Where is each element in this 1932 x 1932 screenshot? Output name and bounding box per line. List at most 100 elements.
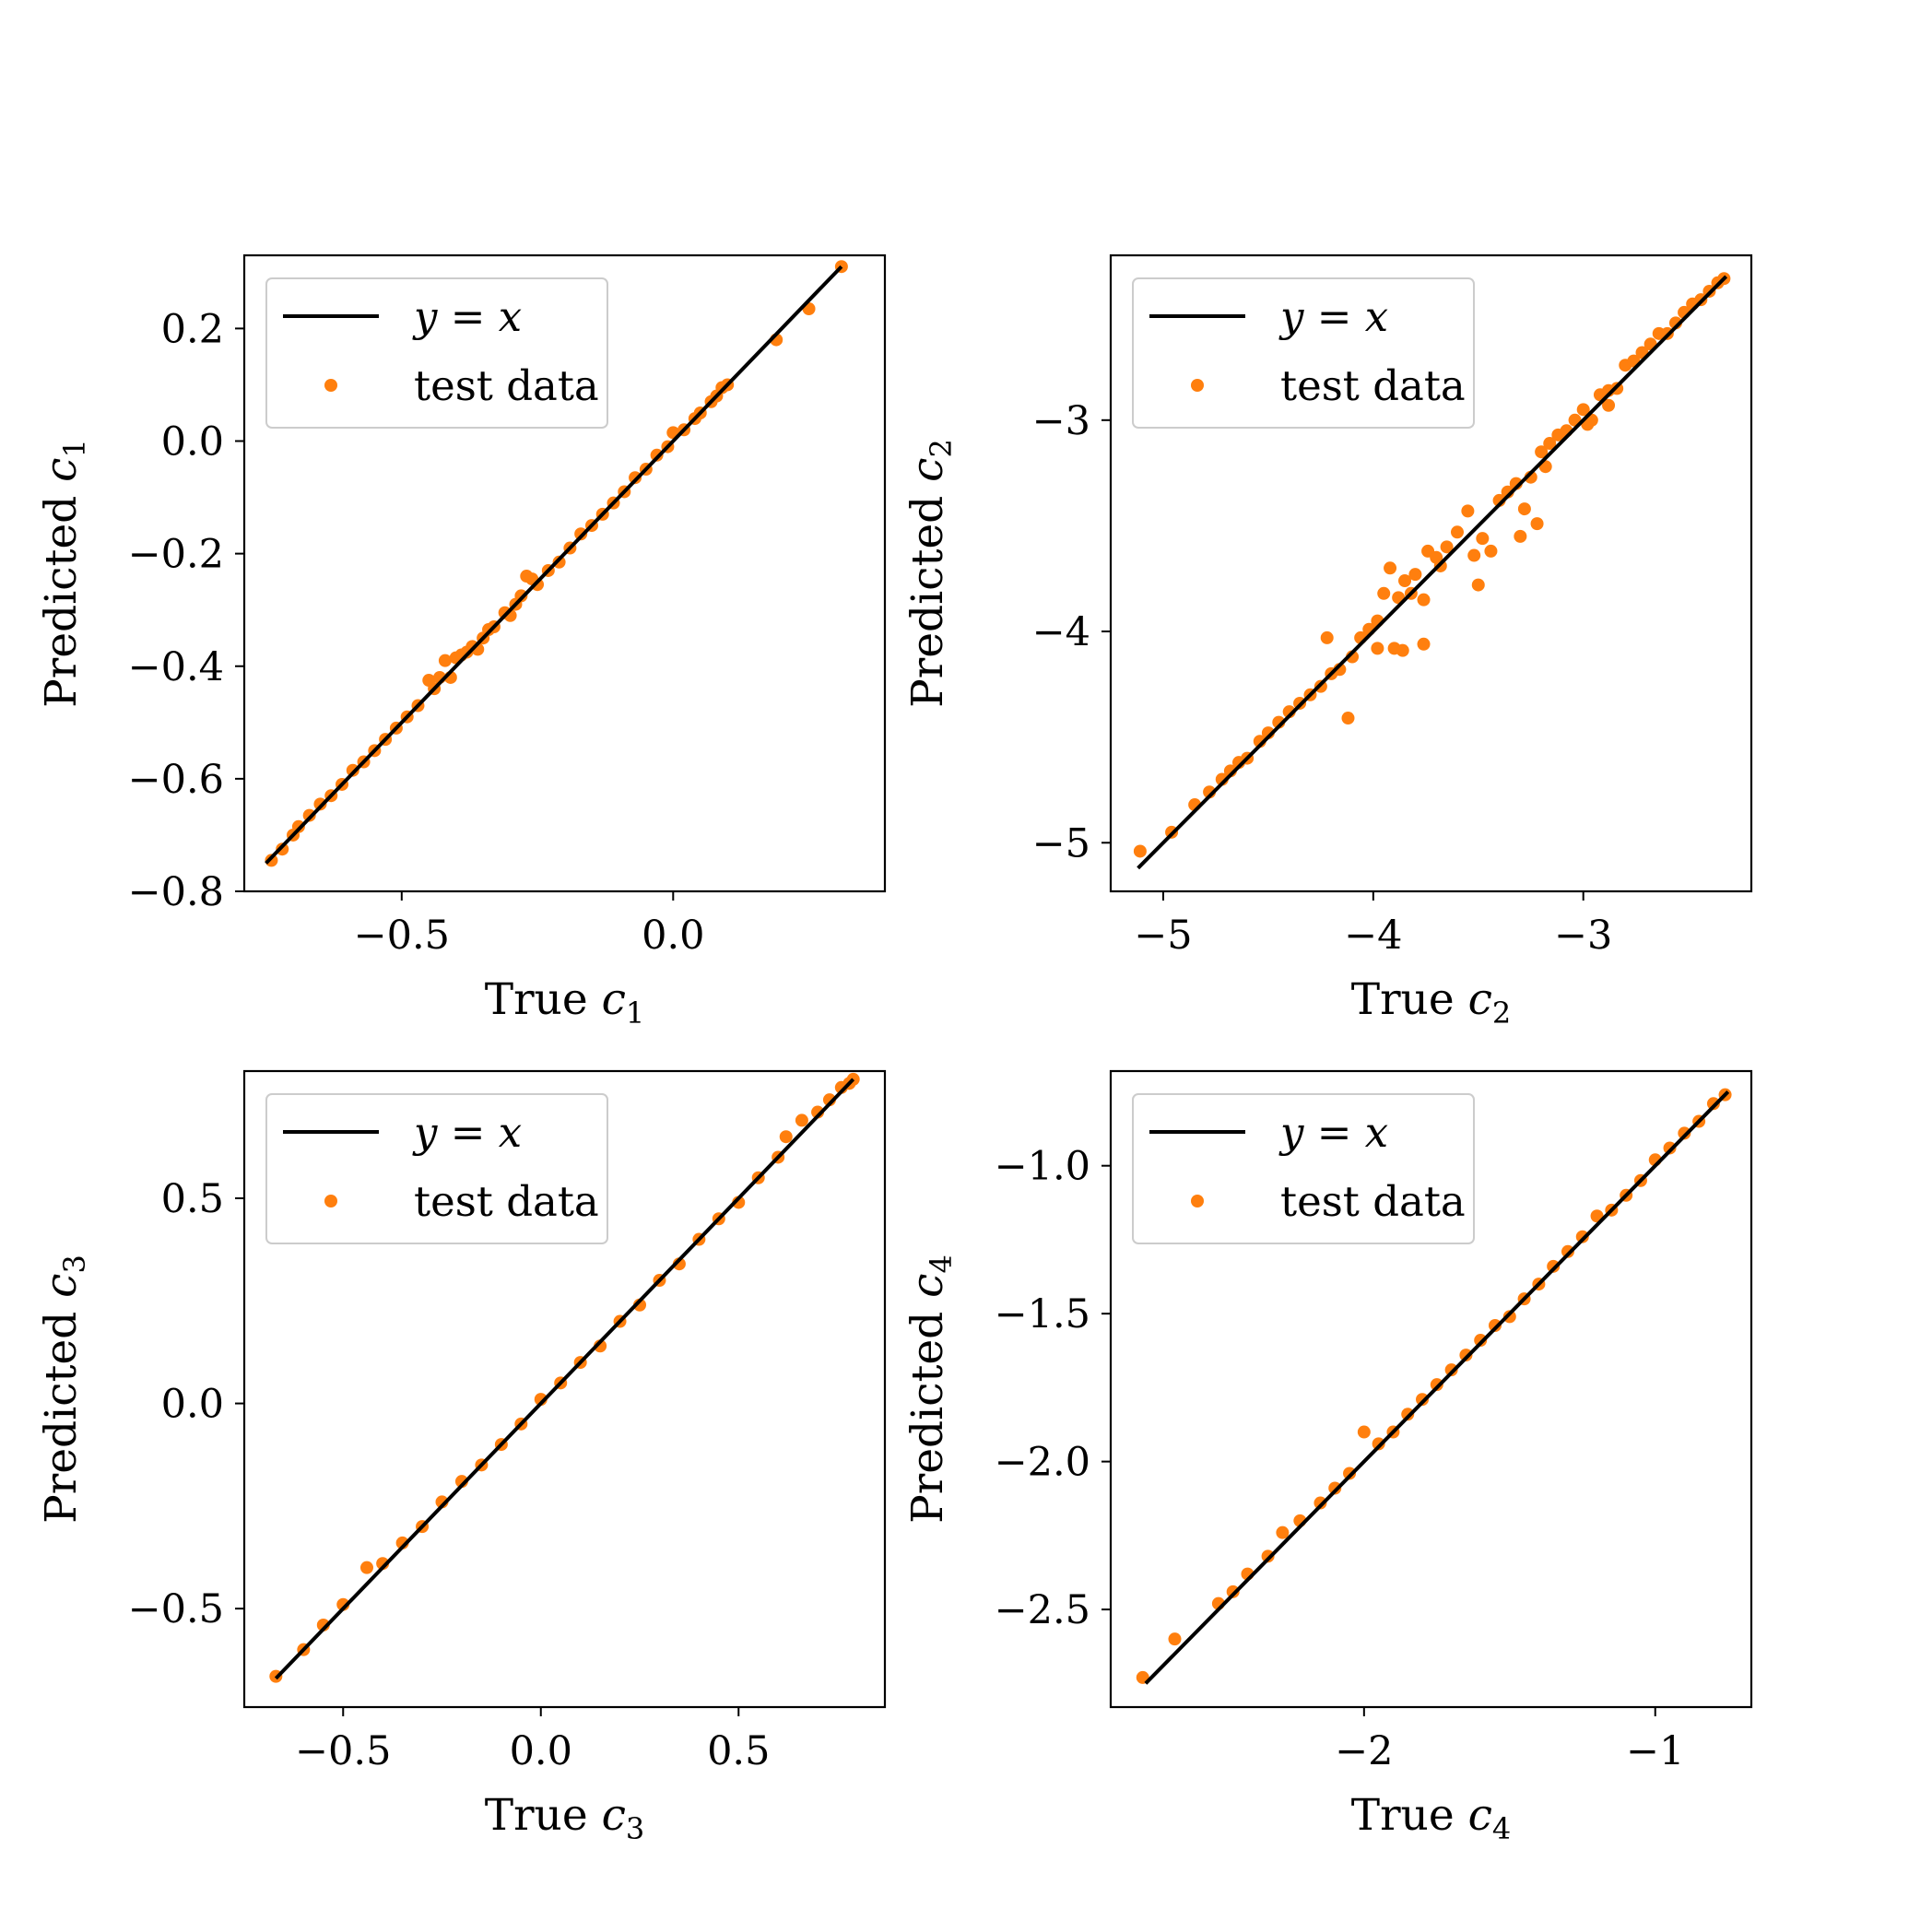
legend-line-label: y = x — [1278, 1108, 1388, 1157]
y-tick-label: 0.0 — [161, 419, 224, 465]
data-point — [1320, 630, 1334, 644]
y-tick-label: −3 — [1032, 398, 1090, 444]
x-tick-label: −0.5 — [295, 1728, 391, 1774]
data-point — [1576, 403, 1590, 417]
data-point — [302, 808, 316, 822]
data-point — [1602, 398, 1616, 412]
identity-line — [265, 265, 843, 865]
x-axis-label: True c2 — [1351, 974, 1512, 1031]
data-point — [1133, 844, 1147, 858]
data-point — [1343, 1467, 1357, 1480]
data-point — [1401, 1408, 1415, 1421]
y-tick-label: −0.5 — [128, 1586, 224, 1632]
x-tick-label: −3 — [1554, 913, 1612, 959]
y-tick-label: 0.0 — [161, 1382, 224, 1428]
data-point — [1489, 1319, 1502, 1332]
x-tick-label: −2 — [1335, 1728, 1393, 1774]
data-point — [1417, 637, 1431, 651]
plot-area — [265, 260, 848, 867]
data-point — [1314, 1496, 1327, 1510]
data-point — [1543, 437, 1557, 451]
data-point — [1168, 1632, 1182, 1646]
y-tick-label: −1.5 — [995, 1291, 1090, 1337]
data-point — [1417, 593, 1431, 607]
x-tick-label: −1 — [1626, 1728, 1684, 1774]
x-tick-label: 0.5 — [707, 1728, 770, 1774]
data-point — [650, 448, 664, 462]
data-point — [1430, 1378, 1443, 1392]
data-point — [313, 797, 327, 811]
y-tick-label: −2.5 — [995, 1587, 1090, 1633]
data-point — [779, 1130, 793, 1144]
legend-points-label: test data — [414, 1177, 599, 1226]
legend-line-label: y = x — [1278, 292, 1388, 341]
legend-point-swatch — [1191, 379, 1204, 392]
data-point — [1444, 1363, 1458, 1377]
data-point — [1450, 525, 1464, 539]
data-point — [1226, 1584, 1240, 1598]
identity-line — [1144, 1090, 1730, 1685]
data-point — [514, 589, 528, 603]
x-tick-label: 0.0 — [642, 913, 704, 959]
data-point — [1396, 643, 1409, 657]
data-point — [1328, 1481, 1342, 1495]
data-point — [1474, 1334, 1488, 1348]
y-tick-label: −0.8 — [128, 869, 224, 915]
legend-points-label: test data — [1280, 361, 1466, 410]
data-point — [1372, 1437, 1385, 1451]
legend-point-swatch — [1191, 1195, 1204, 1208]
data-point — [1461, 504, 1475, 518]
axes-frame — [1109, 1069, 1753, 1709]
data-point — [276, 842, 289, 856]
x-tick-label: −4 — [1344, 913, 1402, 959]
data-point — [1384, 561, 1397, 575]
legend-points-label: test data — [414, 361, 599, 410]
data-point — [265, 854, 278, 867]
x-tick-label: −0.5 — [354, 913, 450, 959]
data-point — [1663, 1141, 1677, 1155]
y-tick-label: 0.5 — [161, 1176, 224, 1222]
data-point — [1416, 1393, 1430, 1407]
x-axis-label: True c1 — [485, 974, 645, 1031]
data-point — [1476, 532, 1490, 546]
legend-line-label: y = x — [412, 1108, 522, 1157]
data-point — [531, 578, 545, 592]
data-point — [1484, 544, 1498, 558]
y-tick-label: −0.4 — [128, 644, 224, 690]
data-point — [359, 1561, 373, 1574]
data-point — [1440, 540, 1454, 554]
y-tick-label: −2.0 — [995, 1440, 1090, 1486]
x-tick-label: −5 — [1134, 913, 1192, 959]
data-point — [1471, 578, 1485, 592]
y-tick-label: −5 — [1032, 820, 1090, 866]
x-tick-label: 0.0 — [510, 1728, 572, 1774]
data-point — [346, 763, 359, 777]
y-tick-label: −4 — [1032, 609, 1090, 655]
legend: y = x test data — [1132, 277, 1475, 429]
plot-area — [269, 1072, 860, 1683]
chart-panel-3: −0.5 0.0 0.5 −0.5 0.0 0.5 True c3 Predicted c3 y… — [36, 1069, 887, 1846]
identity-line — [274, 1078, 855, 1680]
chart-panel-2: −5 −4 −3 −5 −4 −3 True c2 Predicted c2 y = x test… — [902, 253, 1753, 1031]
y-axis-label: Predicted c1 — [36, 439, 92, 708]
plot-area — [1136, 1088, 1732, 1685]
data-point — [1357, 1425, 1371, 1439]
y-tick-label: 0.2 — [161, 306, 224, 352]
y-axis-label: Predicted c4 — [902, 1255, 959, 1524]
data-point — [291, 819, 305, 833]
legend-point-swatch — [324, 1195, 337, 1208]
legend-line-label: y = x — [412, 292, 522, 341]
identity-line — [1137, 275, 1728, 870]
axes-frame — [242, 253, 887, 893]
data-point — [1459, 1349, 1473, 1362]
data-point — [795, 1113, 808, 1127]
data-point — [1514, 529, 1527, 543]
data-point — [1371, 642, 1384, 655]
data-point — [552, 555, 566, 569]
data-point — [1467, 548, 1481, 562]
chart-panel-1: −0.5 0.0 −0.8 −0.6 −0.4 −0.2 0.0 0.2 True c1 Pred… — [36, 253, 887, 1031]
data-point — [1517, 502, 1531, 516]
data-point — [1276, 1526, 1290, 1539]
legend: y = x test data — [1132, 1093, 1475, 1244]
